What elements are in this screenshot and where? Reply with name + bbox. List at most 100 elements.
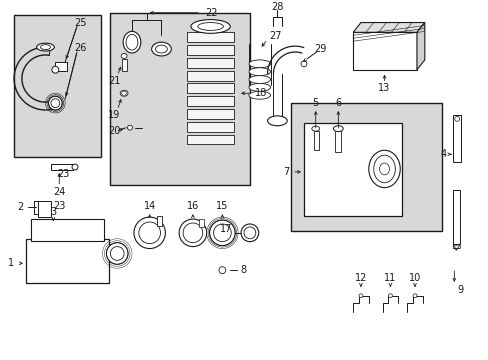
Ellipse shape bbox=[198, 23, 223, 30]
Bar bbox=[304, 123, 402, 216]
Bar bbox=[26, 239, 109, 283]
Bar bbox=[186, 84, 234, 93]
Ellipse shape bbox=[333, 126, 343, 132]
Text: 26: 26 bbox=[75, 43, 87, 53]
Text: 12: 12 bbox=[354, 273, 366, 283]
Text: 8: 8 bbox=[240, 265, 245, 275]
Text: 9: 9 bbox=[456, 285, 463, 295]
Text: 11: 11 bbox=[384, 273, 396, 283]
Bar bbox=[352, 32, 416, 70]
Bar bbox=[186, 96, 234, 106]
Bar bbox=[31, 219, 104, 241]
Bar bbox=[186, 58, 234, 68]
Ellipse shape bbox=[51, 99, 60, 108]
Bar bbox=[452, 190, 459, 244]
Text: 23: 23 bbox=[53, 201, 65, 211]
Text: 15: 15 bbox=[216, 201, 228, 211]
Ellipse shape bbox=[209, 220, 235, 246]
Ellipse shape bbox=[139, 222, 160, 244]
Bar bbox=[156, 216, 162, 226]
Ellipse shape bbox=[127, 125, 132, 130]
Text: 20: 20 bbox=[108, 126, 120, 136]
Ellipse shape bbox=[373, 155, 394, 183]
Text: 17: 17 bbox=[220, 224, 232, 234]
Ellipse shape bbox=[387, 294, 391, 298]
Ellipse shape bbox=[121, 54, 127, 58]
Ellipse shape bbox=[248, 60, 270, 68]
Text: 4: 4 bbox=[439, 149, 446, 159]
Ellipse shape bbox=[179, 219, 206, 247]
Bar bbox=[14, 15, 101, 157]
Ellipse shape bbox=[48, 96, 62, 110]
Ellipse shape bbox=[72, 164, 78, 170]
Text: 2: 2 bbox=[18, 202, 24, 212]
Ellipse shape bbox=[134, 217, 165, 248]
Text: 6: 6 bbox=[335, 98, 341, 108]
Ellipse shape bbox=[213, 224, 231, 242]
Text: 22: 22 bbox=[205, 8, 218, 18]
Ellipse shape bbox=[37, 43, 54, 51]
Polygon shape bbox=[452, 244, 459, 251]
Bar bbox=[38, 201, 51, 217]
Text: 5: 5 bbox=[312, 98, 318, 108]
Bar bbox=[185, 24, 235, 157]
Bar bbox=[186, 109, 234, 119]
Text: 13: 13 bbox=[378, 84, 390, 93]
Ellipse shape bbox=[106, 243, 128, 264]
Text: 25: 25 bbox=[75, 18, 87, 27]
Ellipse shape bbox=[379, 163, 388, 175]
Text: 3: 3 bbox=[50, 207, 56, 217]
Ellipse shape bbox=[122, 91, 126, 95]
Ellipse shape bbox=[311, 126, 319, 131]
Polygon shape bbox=[416, 23, 424, 70]
Text: 27: 27 bbox=[269, 31, 282, 41]
Ellipse shape bbox=[126, 34, 138, 50]
Ellipse shape bbox=[219, 267, 225, 274]
Ellipse shape bbox=[368, 150, 400, 188]
Text: 7: 7 bbox=[283, 167, 288, 177]
Bar bbox=[186, 135, 234, 144]
Ellipse shape bbox=[120, 90, 128, 96]
Ellipse shape bbox=[412, 294, 416, 298]
Text: 23: 23 bbox=[57, 169, 69, 179]
Ellipse shape bbox=[241, 224, 258, 242]
Text: 29: 29 bbox=[314, 44, 326, 54]
Bar bbox=[110, 13, 249, 185]
Ellipse shape bbox=[358, 294, 362, 298]
Bar bbox=[199, 219, 203, 227]
Text: 18: 18 bbox=[254, 88, 266, 98]
Bar bbox=[186, 122, 234, 132]
Ellipse shape bbox=[110, 247, 124, 260]
Bar bbox=[335, 131, 341, 152]
Ellipse shape bbox=[248, 68, 270, 76]
Text: 24: 24 bbox=[53, 186, 65, 197]
Ellipse shape bbox=[248, 84, 270, 91]
Ellipse shape bbox=[267, 116, 286, 126]
Bar bbox=[290, 103, 441, 231]
Bar bbox=[186, 45, 234, 55]
Polygon shape bbox=[352, 23, 424, 32]
Ellipse shape bbox=[248, 91, 270, 99]
Text: 1: 1 bbox=[8, 258, 14, 268]
Ellipse shape bbox=[123, 31, 141, 53]
Text: 19: 19 bbox=[108, 110, 120, 120]
Ellipse shape bbox=[52, 66, 59, 73]
Ellipse shape bbox=[151, 42, 171, 56]
Ellipse shape bbox=[248, 76, 270, 84]
Ellipse shape bbox=[155, 45, 167, 53]
Text: 16: 16 bbox=[186, 201, 199, 211]
Text: 10: 10 bbox=[408, 273, 420, 283]
Bar bbox=[122, 59, 127, 71]
Ellipse shape bbox=[41, 45, 50, 50]
Ellipse shape bbox=[183, 223, 203, 243]
Text: 21: 21 bbox=[108, 76, 120, 86]
Bar bbox=[55, 62, 67, 71]
Text: 14: 14 bbox=[143, 201, 156, 211]
Bar bbox=[51, 164, 73, 170]
Bar bbox=[452, 115, 460, 162]
Bar bbox=[186, 32, 234, 42]
Bar bbox=[313, 131, 318, 150]
Ellipse shape bbox=[244, 227, 255, 239]
Ellipse shape bbox=[454, 116, 459, 121]
Ellipse shape bbox=[190, 19, 230, 33]
